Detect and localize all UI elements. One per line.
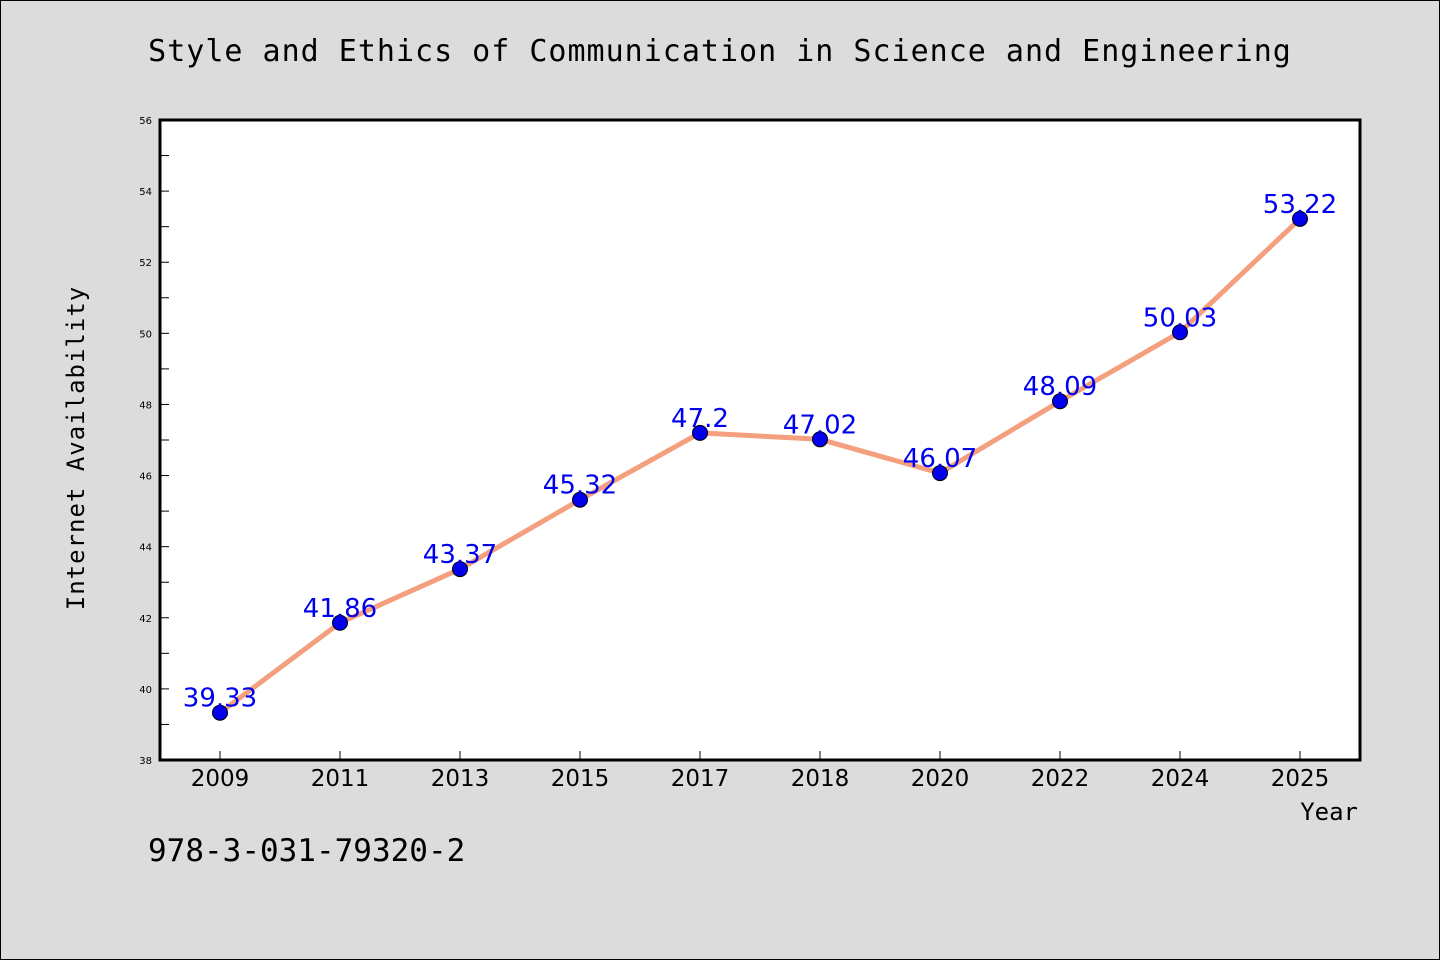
- x-tick-label: 2018: [791, 766, 850, 792]
- y-tick-label: 38: [139, 756, 152, 767]
- y-tick-label: 52: [139, 258, 152, 269]
- data-points: [212, 210, 1308, 721]
- x-tick-label: 2022: [1031, 766, 1090, 792]
- y-tick-label: 48: [139, 400, 152, 411]
- x-tick-label: 2015: [551, 766, 610, 792]
- y-tick-label: 42: [139, 614, 152, 625]
- series-line: [218, 217, 1302, 715]
- data-label: 43.37: [423, 540, 497, 570]
- y-axis-label: Internet Availability: [62, 286, 90, 610]
- data-label: 45.32: [543, 471, 617, 501]
- y-tick-label: 56: [139, 116, 152, 127]
- x-axis-label: Year: [1300, 798, 1358, 826]
- x-tick-label: 2024: [1151, 766, 1210, 792]
- y-axis: 38 40 42 44 46 48 50 52 54 56: [139, 116, 169, 767]
- y-tick-label: 54: [139, 187, 152, 198]
- x-tick-label: 2020: [911, 766, 970, 792]
- data-label: 39.33: [183, 684, 257, 714]
- x-tick-label: 2009: [191, 766, 250, 792]
- x-tick-label: 2017: [671, 766, 730, 792]
- y-tick-label: 50: [139, 329, 152, 340]
- data-label: 46.07: [903, 444, 977, 474]
- data-point: [1172, 324, 1188, 341]
- data-label: 47.02: [783, 410, 857, 440]
- x-tick-label: 2013: [431, 766, 490, 792]
- plot-area: [158, 118, 1362, 762]
- data-label: 41.86: [303, 594, 377, 624]
- x-axis: 2009 2011 2013 2015 2017 2018 2020 2022 2024 2025: [191, 751, 1330, 792]
- data-labels: 39.33 41.86 43.37 45.32 47.2 47.02 46.07 48.09 5…: [183, 190, 1337, 714]
- data-label: 48.09: [1023, 372, 1097, 402]
- data-point: [452, 561, 468, 578]
- footer-isbn: 978-3-031-79320-2: [148, 833, 466, 869]
- data-label: 47.2: [671, 404, 729, 434]
- data-point: [572, 491, 588, 508]
- data-label: 53.22: [1263, 190, 1337, 220]
- data-label: 50.03: [1143, 303, 1217, 333]
- x-tick-label: 2025: [1271, 766, 1330, 792]
- data-point: [212, 704, 228, 721]
- data-point: [932, 465, 948, 482]
- data-point: [812, 431, 828, 448]
- data-point: [332, 614, 348, 631]
- y-tick-label: 40: [139, 685, 152, 696]
- y-tick-label: 46: [139, 472, 152, 483]
- data-point: [1292, 210, 1308, 227]
- data-point: [692, 424, 708, 441]
- data-point: [1052, 393, 1068, 410]
- y-tick-label: 44: [139, 543, 152, 554]
- x-tick-label: 2011: [311, 766, 370, 792]
- chart-title: Style and Ethics of Communication in Sci…: [148, 34, 1292, 69]
